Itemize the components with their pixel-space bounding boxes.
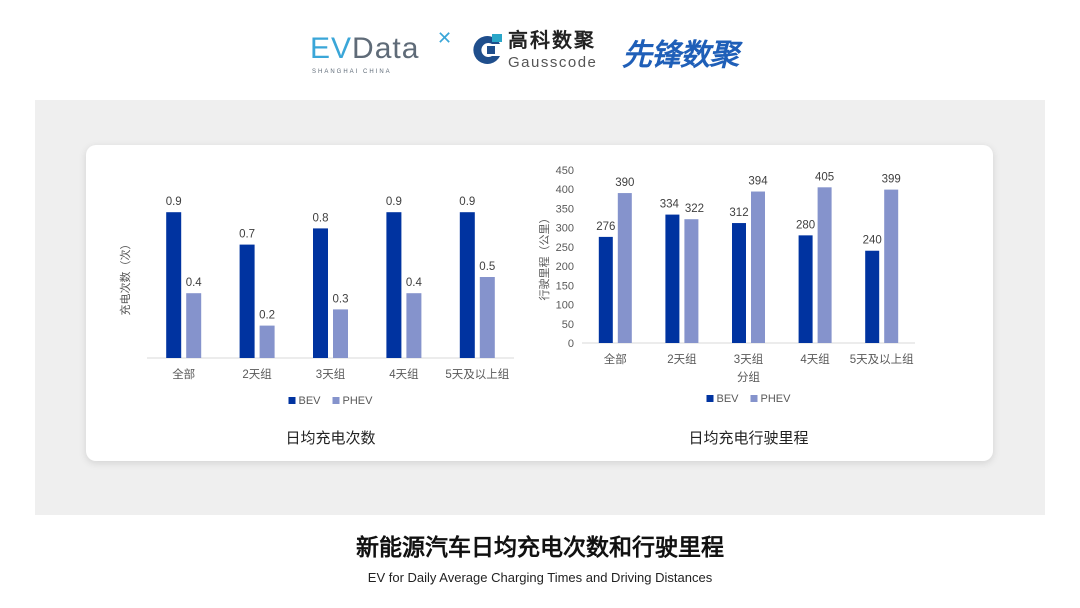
evdata-logo: EVData SHANGHAI CHINA xyxy=(310,32,420,75)
bar-bev xyxy=(239,244,255,358)
y-tick-label: 400 xyxy=(556,184,574,196)
y-tick-label: 150 xyxy=(556,280,574,292)
data-label: 0.9 xyxy=(166,196,182,208)
bar-bev xyxy=(865,250,880,343)
bar-phev xyxy=(684,219,699,343)
x-tick-label: 3天组 xyxy=(316,367,346,381)
evdata-x-icon: ✕ xyxy=(437,28,453,48)
legend-swatch-phev xyxy=(332,397,340,404)
bar-bev xyxy=(459,212,475,358)
data-label: 0.4 xyxy=(406,277,423,289)
chart-card: 全部 0.9 0.4 2天组 0.7 0.2 3天组 0.8 0.3 4天组 0.9 0.4 5天及以上… xyxy=(86,145,993,461)
data-label: 0.9 xyxy=(386,196,402,208)
evdata-logo-data: Data xyxy=(352,32,420,65)
y-axis-title: 行驶里程（公里） xyxy=(537,213,551,301)
data-label: 0.8 xyxy=(313,212,329,224)
legend-label-phev: PHEV xyxy=(761,393,792,405)
data-label: 322 xyxy=(685,203,704,215)
logo-bar: EVData SHANGHAI CHINA ✕ 高科数聚 Gausscode 先锋… xyxy=(0,24,1080,75)
bar-bev xyxy=(798,235,813,343)
data-label: 0.9 xyxy=(459,196,475,208)
bar-bev xyxy=(313,228,328,358)
legend-label-bev: BEV xyxy=(299,395,322,407)
bar-phev xyxy=(333,309,348,358)
bar-bev xyxy=(598,236,613,343)
bar-phev xyxy=(884,189,899,343)
y-tick-label: 50 xyxy=(562,319,574,331)
page-subtitle: EV for Daily Average Charging Times and … xyxy=(367,570,713,585)
data-label: 0.7 xyxy=(239,229,255,241)
bar-phev xyxy=(751,191,765,343)
y-tick-label: 450 xyxy=(556,165,574,177)
gausscode-logo-icon xyxy=(473,34,502,64)
data-label: 394 xyxy=(748,176,768,188)
evdata-logo-sub: SHANGHAI CHINA xyxy=(312,69,392,75)
gausscode-logo-en: Gausscode xyxy=(508,54,598,71)
data-label: 0.4 xyxy=(186,277,203,289)
legend-swatch-bev xyxy=(706,395,714,402)
data-label: 390 xyxy=(615,177,634,189)
legend-label-bev: BEV xyxy=(717,393,740,405)
y-tick-label: 250 xyxy=(556,242,574,254)
x-tick-label: 3天组 xyxy=(734,352,764,366)
charging-times-chart: 全部 0.9 0.4 2天组 0.7 0.2 3天组 0.8 0.3 4天组 0.9 0.4 5天及以上… xyxy=(118,196,514,447)
bar-phev xyxy=(479,277,495,358)
bar-bev xyxy=(665,214,680,343)
gausscode-logo-cn: 高科数聚 xyxy=(508,28,596,52)
x-axis-title: 分组 xyxy=(737,370,760,384)
bar-bev xyxy=(732,223,746,343)
y-tick-label: 300 xyxy=(556,223,574,235)
data-label: 280 xyxy=(796,219,815,231)
x-tick-label: 5天及以上组 xyxy=(445,367,509,381)
bar-phev xyxy=(186,293,202,358)
driving-distance-chart: 0 50 100 150 200 250 300 350 400 450 全部 276 390 2天组 33… xyxy=(537,165,915,447)
x-tick-label: 2天组 xyxy=(242,367,272,381)
legend-swatch-phev xyxy=(750,395,758,402)
x-tick-label: 4天组 xyxy=(800,352,830,366)
evdata-logo-ev: EV xyxy=(310,32,353,65)
x-tick-label: 全部 xyxy=(172,367,195,381)
bar-phev xyxy=(259,325,275,358)
x-tick-label: 4天组 xyxy=(389,367,419,381)
y-tick-label: 0 xyxy=(568,338,574,350)
data-label: 0.3 xyxy=(333,293,349,305)
chart-title: 日均充电次数 xyxy=(285,430,375,447)
chart-panel: 全部 0.9 0.4 2天组 0.7 0.2 3天组 0.8 0.3 4天组 0.9 0.4 5天及以上… xyxy=(35,100,1045,515)
bar-phev xyxy=(617,193,632,343)
x-tick-label: 全部 xyxy=(604,352,627,366)
chart-title: 日均充电行驶里程 xyxy=(688,430,808,447)
bar-phev xyxy=(406,293,422,358)
data-label: 334 xyxy=(660,199,680,211)
bar-phev xyxy=(817,187,832,343)
data-label: 276 xyxy=(596,221,615,233)
x-tick-label: 2天组 xyxy=(667,352,697,366)
legend-swatch-bev xyxy=(288,397,296,404)
data-label: 240 xyxy=(863,235,882,247)
y-tick-label: 100 xyxy=(556,300,574,312)
x-tick-label: 5天及以上组 xyxy=(850,352,914,366)
data-label: 0.5 xyxy=(479,261,495,273)
data-label: 405 xyxy=(815,171,834,183)
data-label: 399 xyxy=(882,174,901,186)
bar-bev xyxy=(386,212,402,358)
xianfeng-logo: 先锋数聚 xyxy=(622,38,739,73)
y-tick-label: 200 xyxy=(556,261,574,273)
bar-bev xyxy=(166,212,182,358)
y-tick-label: 350 xyxy=(556,203,574,215)
data-label: 312 xyxy=(729,207,748,219)
page-title: 新能源汽车日均充电次数和行驶里程 xyxy=(356,535,724,561)
data-label: 0.2 xyxy=(259,310,275,322)
y-axis-title: 充电次数（次） xyxy=(118,239,132,316)
legend-label-phev: PHEV xyxy=(343,395,374,407)
